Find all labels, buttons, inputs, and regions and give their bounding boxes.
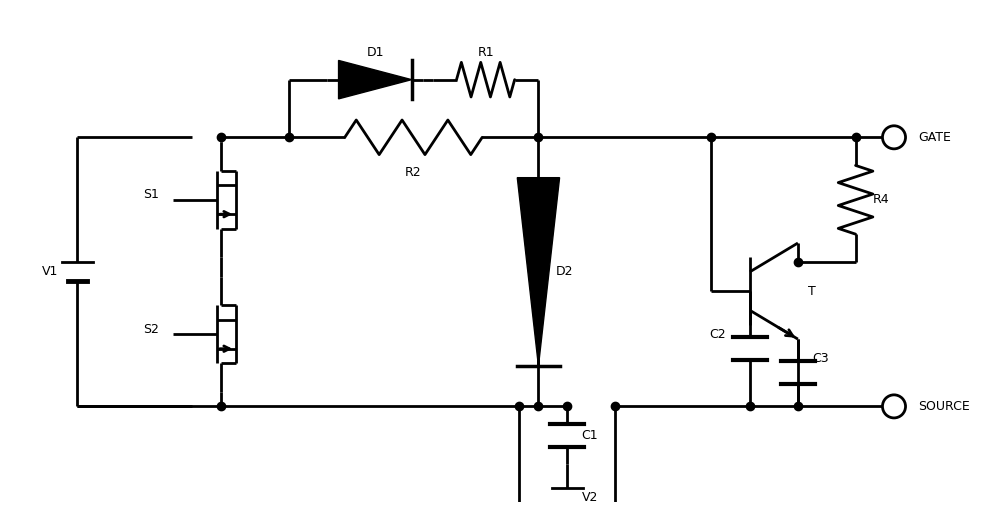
Text: D2: D2 — [556, 265, 573, 278]
Polygon shape — [517, 178, 560, 366]
Polygon shape — [339, 60, 412, 99]
Text: S2: S2 — [143, 323, 159, 336]
Text: C3: C3 — [812, 352, 829, 365]
Text: C2: C2 — [709, 328, 726, 341]
Text: V2: V2 — [582, 491, 598, 504]
Text: V1: V1 — [42, 265, 58, 278]
Text: R4: R4 — [873, 193, 889, 206]
Text: R2: R2 — [405, 166, 422, 179]
Text: C1: C1 — [582, 429, 598, 442]
Text: T: T — [808, 284, 815, 298]
Text: S1: S1 — [143, 188, 159, 202]
Text: GATE: GATE — [918, 131, 951, 144]
Text: R1: R1 — [477, 46, 494, 58]
Text: D1: D1 — [366, 46, 384, 58]
Text: SOURCE: SOURCE — [918, 400, 970, 413]
